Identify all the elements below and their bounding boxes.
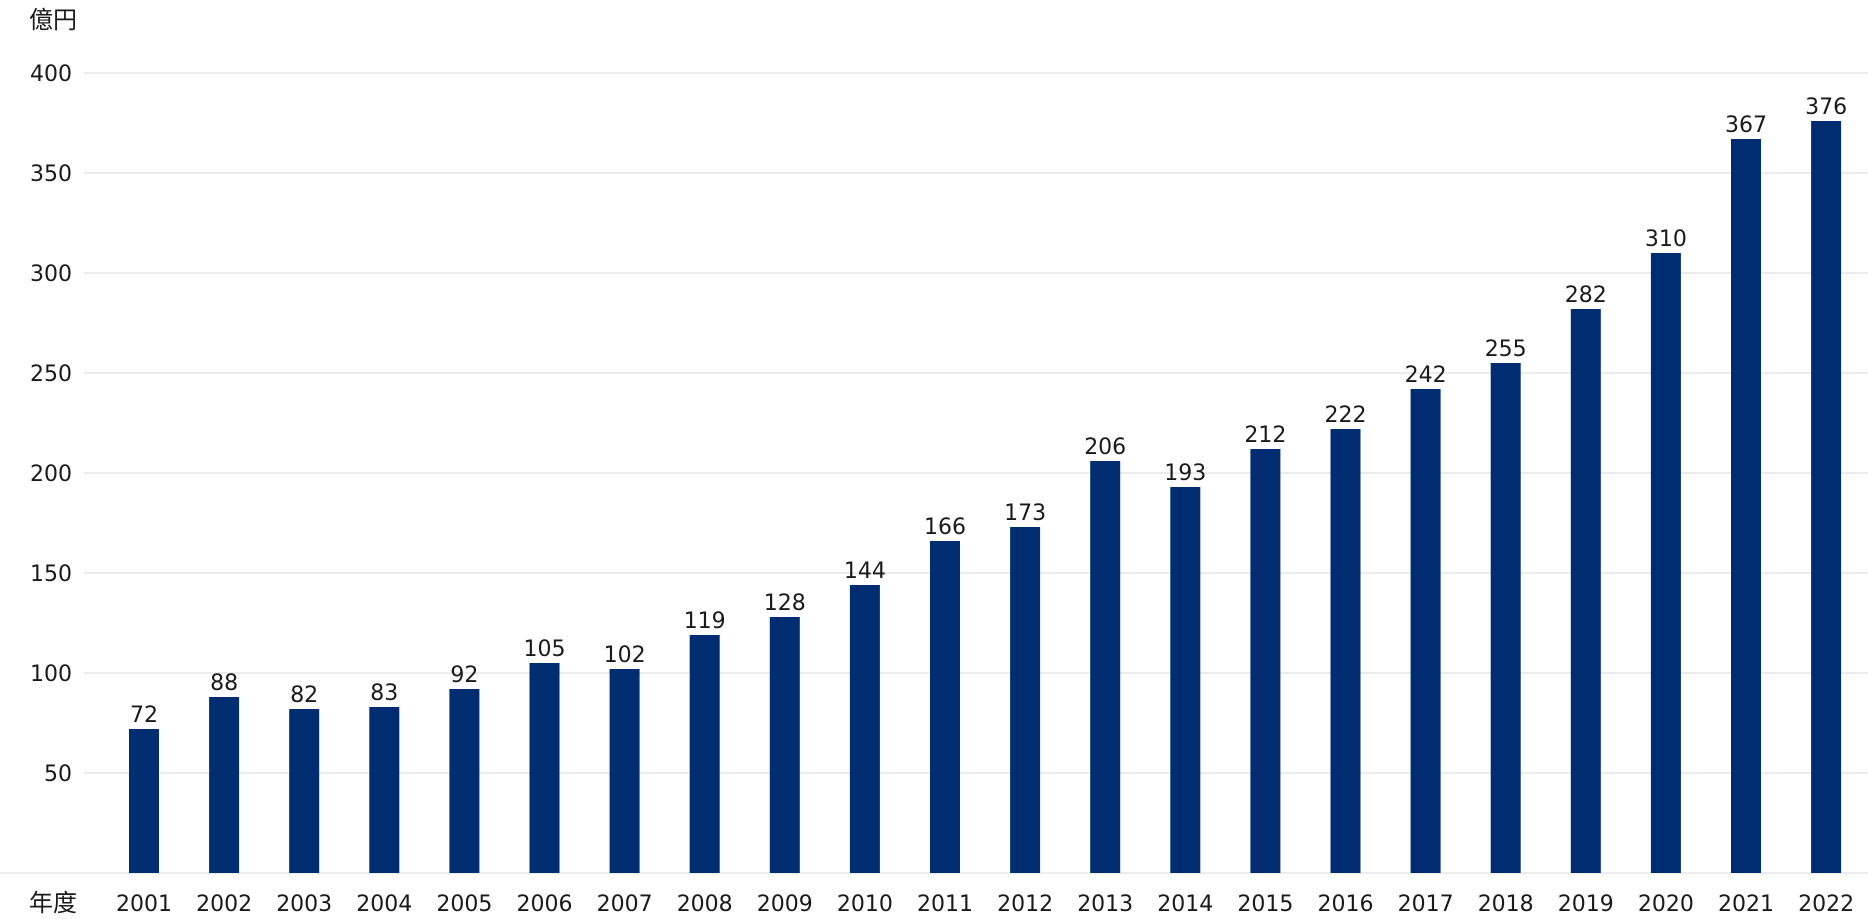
x-tick-label: 2013 [1077, 892, 1133, 917]
y-axis-unit-label: 億円 [29, 6, 77, 34]
bar [1330, 429, 1361, 873]
data-label: 166 [924, 515, 966, 540]
x-tick-label: 2018 [1478, 892, 1534, 917]
bar [930, 541, 960, 873]
data-label: 88 [210, 671, 238, 696]
y-tick-label: 50 [44, 762, 72, 787]
x-tick-label: 2016 [1318, 892, 1374, 917]
data-label: 242 [1405, 363, 1447, 388]
data-label: 102 [604, 643, 646, 668]
x-tick-label: 2007 [597, 892, 653, 917]
bar [1811, 121, 1842, 873]
bar [769, 617, 800, 873]
bar [689, 635, 720, 873]
data-label: 83 [370, 681, 398, 706]
data-label: 92 [450, 663, 478, 688]
bar [129, 729, 159, 873]
data-label: 206 [1084, 435, 1126, 460]
bar [1250, 449, 1281, 873]
x-tick-label: 2011 [917, 892, 973, 917]
data-label: 310 [1645, 227, 1687, 252]
bar [1010, 527, 1041, 873]
bar [449, 689, 480, 873]
x-tick-label: 2010 [837, 892, 893, 917]
x-tick-label: 2019 [1558, 892, 1614, 917]
x-tick-label: 2001 [116, 892, 172, 917]
x-tick-label: 2015 [1237, 892, 1293, 917]
data-label: 193 [1164, 461, 1206, 486]
data-label: 105 [524, 637, 566, 662]
bar [369, 707, 400, 873]
data-label: 376 [1805, 95, 1847, 120]
data-label: 222 [1325, 403, 1367, 428]
y-tick-label: 150 [30, 562, 72, 587]
bar [1410, 389, 1441, 873]
x-tick-label: 2004 [356, 892, 412, 917]
bar [849, 585, 880, 873]
x-tick-label: 2022 [1798, 892, 1854, 917]
x-tick-label: 2017 [1398, 892, 1454, 917]
x-tick-label: 2009 [757, 892, 813, 917]
data-label: 119 [684, 609, 726, 634]
y-tick-label: 200 [30, 462, 72, 487]
x-tick-label: 2008 [677, 892, 733, 917]
bar [609, 669, 640, 873]
x-tick-label: 2002 [196, 892, 252, 917]
bar [289, 709, 320, 873]
data-label: 144 [844, 559, 886, 584]
y-tick-label: 400 [30, 62, 72, 87]
bar [1170, 487, 1201, 873]
y-tick-label: 300 [30, 262, 72, 287]
data-label: 128 [764, 591, 806, 616]
data-label: 72 [130, 703, 158, 728]
y-tick-label: 350 [30, 162, 72, 187]
data-label: 173 [1004, 501, 1046, 526]
bar [1731, 139, 1761, 873]
data-label: 82 [290, 683, 318, 708]
bar [529, 663, 560, 873]
x-tick-label: 2020 [1638, 892, 1694, 917]
x-tick-label: 2014 [1157, 892, 1213, 917]
bar [209, 697, 240, 873]
data-label: 255 [1485, 337, 1527, 362]
y-tick-label: 100 [30, 662, 72, 687]
x-tick-label: 2003 [276, 892, 332, 917]
x-tick-label: 2021 [1718, 892, 1774, 917]
y-tick-label: 250 [30, 362, 72, 387]
data-label: 367 [1725, 113, 1767, 138]
data-label: 212 [1244, 423, 1286, 448]
x-tick-label: 2012 [997, 892, 1053, 917]
bar [1650, 253, 1681, 873]
bar [1490, 363, 1521, 873]
x-tick-label: 2005 [436, 892, 492, 917]
x-axis-unit-label: 年度 [29, 889, 77, 917]
data-label: 282 [1565, 283, 1607, 308]
x-tick-label: 2006 [517, 892, 573, 917]
bar [1090, 461, 1121, 873]
bar [1570, 309, 1601, 873]
